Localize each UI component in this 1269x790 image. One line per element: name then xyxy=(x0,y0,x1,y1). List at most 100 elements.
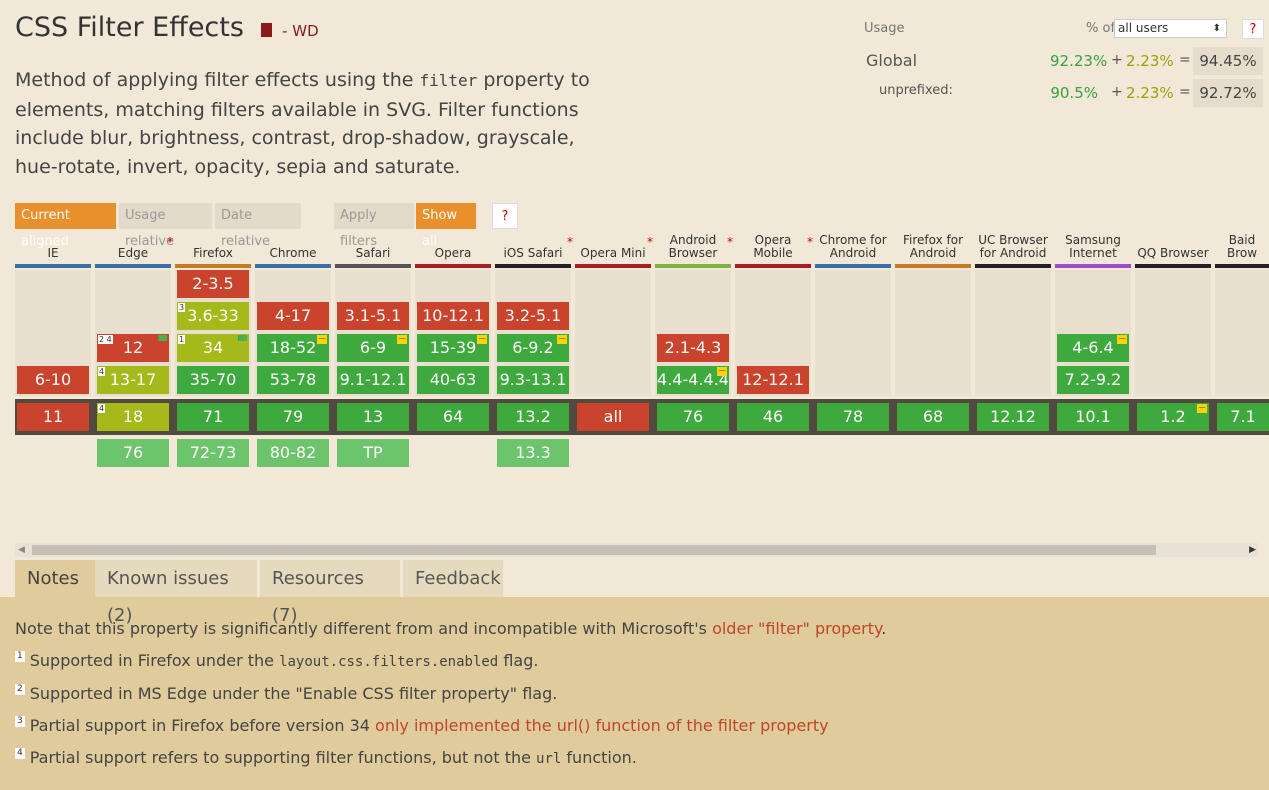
date-relative-button[interactable]: Date relative xyxy=(215,203,301,249)
horizontal-scrollbar[interactable]: ◀ ▶ xyxy=(15,543,1258,557)
current-aligned-button[interactable]: Current aligned xyxy=(15,203,116,249)
support-cell[interactable]: 18-52— xyxy=(257,334,329,362)
tab-notes[interactable]: Notes xyxy=(15,560,95,597)
support-cell[interactable]: 4-6.4— xyxy=(1057,334,1129,362)
apply-filters-button[interactable]: Apply filters xyxy=(334,203,414,249)
prefix-icon: — xyxy=(557,334,567,344)
support-cell[interactable]: 71 xyxy=(177,403,249,431)
support-cell[interactable]: all xyxy=(577,403,649,431)
version-range: 10-12.1 xyxy=(422,306,484,325)
support-cell[interactable]: 40-63 xyxy=(417,366,489,394)
support-cell[interactable]: 6-9.2— xyxy=(497,334,569,362)
support-cell[interactable]: 7.2-9.2 xyxy=(1057,366,1129,394)
browser-header-chrome[interactable]: Chrome xyxy=(255,234,331,268)
version-range: 79 xyxy=(282,407,304,426)
note-ref-badge: 2 4 xyxy=(98,335,113,344)
document-icon[interactable] xyxy=(260,23,272,37)
version-range: 18 xyxy=(122,407,144,426)
support-cell[interactable]: TP xyxy=(337,439,409,467)
scroll-right-icon[interactable]: ▶ xyxy=(1249,545,1256,555)
support-cell[interactable]: 13.2 xyxy=(497,403,569,431)
support-cell[interactable]: 6-10 xyxy=(17,366,89,394)
notes-panel xyxy=(0,597,1269,790)
url-function-link[interactable]: only implemented the url() function of t… xyxy=(375,716,829,735)
support-cell[interactable]: 64 xyxy=(417,403,489,431)
support-cell[interactable]: 80-82 xyxy=(257,439,329,467)
tab-resources[interactable]: Resources (7) xyxy=(260,560,400,626)
browser-header-android-browser[interactable]: Android Browser * xyxy=(655,234,733,268)
browser-header-opera[interactable]: Opera xyxy=(415,234,491,268)
support-cell[interactable]: 79 xyxy=(257,403,329,431)
browser-header-edge[interactable]: Edge * xyxy=(95,234,173,268)
usage-help-button[interactable]: ? xyxy=(1242,19,1264,39)
support-cell[interactable]: 2-3.5 xyxy=(177,270,249,298)
support-cell[interactable]: 12 2 4 xyxy=(97,334,169,362)
browser-header-samsung[interactable]: Samsung Internet xyxy=(1055,234,1131,268)
browser-name-line: for Android xyxy=(979,246,1047,260)
version-range: 10.1 xyxy=(1075,407,1111,426)
note-1: 1 Supported in Firefox under the layout.c… xyxy=(15,651,538,670)
support-cell[interactable]: 10-12.1 xyxy=(417,302,489,330)
browser-header-ie[interactable]: IE xyxy=(15,234,91,268)
support-cell[interactable]: 6-9 — xyxy=(337,334,409,362)
asterisk-marker: * xyxy=(727,235,733,249)
support-cell[interactable]: 9.3-13.1 xyxy=(497,366,569,394)
global-usage-row: Global 92.23% + 2.23% = 94.45% xyxy=(864,47,1264,75)
support-cell[interactable]: 12.12 xyxy=(977,403,1049,431)
support-cell[interactable]: 76 xyxy=(97,439,169,467)
version-range: 53-78 xyxy=(269,370,317,389)
support-cell[interactable]: 18 4 xyxy=(97,403,169,431)
filters-help-button[interactable]: ? xyxy=(492,203,518,229)
note-ref-badge: 1 xyxy=(178,335,186,344)
support-cell[interactable]: 68 xyxy=(897,403,969,431)
support-cell[interactable]: 76 xyxy=(657,403,729,431)
support-cell[interactable]: 10.1 xyxy=(1057,403,1129,431)
older-filter-link[interactable]: older "filter" property xyxy=(712,619,882,638)
global-label: Global xyxy=(866,51,918,70)
support-cell[interactable]: 2.1-4.3 xyxy=(657,334,729,362)
scrollbar-thumb[interactable] xyxy=(32,545,1156,555)
browser-name: Firefox xyxy=(175,247,251,260)
support-cell[interactable]: 13 xyxy=(337,403,409,431)
support-cell[interactable]: 3.1-5.1 xyxy=(337,302,409,330)
support-cell[interactable]: 3.6-33 3 xyxy=(177,302,249,330)
usage-relative-button[interactable]: Usage relative xyxy=(119,203,212,249)
browser-header-firefox[interactable]: Firefox xyxy=(175,234,251,268)
support-cell[interactable]: 4-17 xyxy=(257,302,329,330)
tab-known-issues[interactable]: Known issues (2) xyxy=(95,560,257,626)
support-cell[interactable]: 7.1 xyxy=(1217,403,1269,431)
show-all-button[interactable]: Show all xyxy=(416,203,476,249)
browser-header-safari[interactable]: Safari xyxy=(335,234,411,268)
column-opera-mini xyxy=(575,270,651,396)
support-cell[interactable]: 9.1-12.1 xyxy=(337,366,409,394)
browser-header-ios-safari[interactable]: iOS Safari * xyxy=(495,234,573,268)
browser-name: Chrome xyxy=(255,247,331,260)
support-cell[interactable]: 13.3 xyxy=(497,439,569,467)
browser-header-firefox-android[interactable]: Firefox for Android xyxy=(895,234,971,268)
support-cell[interactable]: 3.2-5.1 xyxy=(497,302,569,330)
tab-feedback[interactable]: Feedback xyxy=(403,560,503,597)
browser-header-opera-mobile[interactable]: Opera Mobile * xyxy=(735,234,813,268)
browser-header-qq[interactable]: QQ Browser xyxy=(1135,234,1211,268)
users-select[interactable]: all users ⬍ xyxy=(1114,19,1227,38)
support-cell[interactable]: 72-73 xyxy=(177,439,249,467)
browser-header-opera-mini[interactable]: Opera Mini * xyxy=(575,234,653,268)
browser-header-baidu[interactable]: Baid Brow xyxy=(1215,234,1269,268)
support-cell[interactable]: 35-70 xyxy=(177,366,249,394)
support-cell[interactable]: 12-12.1 xyxy=(737,366,809,394)
support-cell[interactable]: 4.4-4.4.4— xyxy=(657,366,729,394)
support-cell[interactable]: 46 xyxy=(737,403,809,431)
support-cell[interactable]: 15-39— xyxy=(417,334,489,362)
support-cell[interactable]: 1.2 — xyxy=(1137,403,1209,431)
support-cell[interactable]: 13-17 4 xyxy=(97,366,169,394)
browser-name: Android Browser xyxy=(655,234,731,260)
browser-header-uc-browser[interactable]: UC Browser for Android xyxy=(975,234,1051,268)
support-cell[interactable]: 34 1 xyxy=(177,334,249,362)
version-range: all xyxy=(603,407,623,426)
prefix-icon: — xyxy=(477,334,487,344)
support-cell[interactable]: 53-78 xyxy=(257,366,329,394)
scroll-left-icon[interactable]: ◀ xyxy=(18,545,25,555)
support-cell[interactable]: 78 xyxy=(817,403,889,431)
support-cell[interactable]: 11 xyxy=(17,403,89,431)
browser-header-chrome-android[interactable]: Chrome for Android xyxy=(815,234,891,268)
